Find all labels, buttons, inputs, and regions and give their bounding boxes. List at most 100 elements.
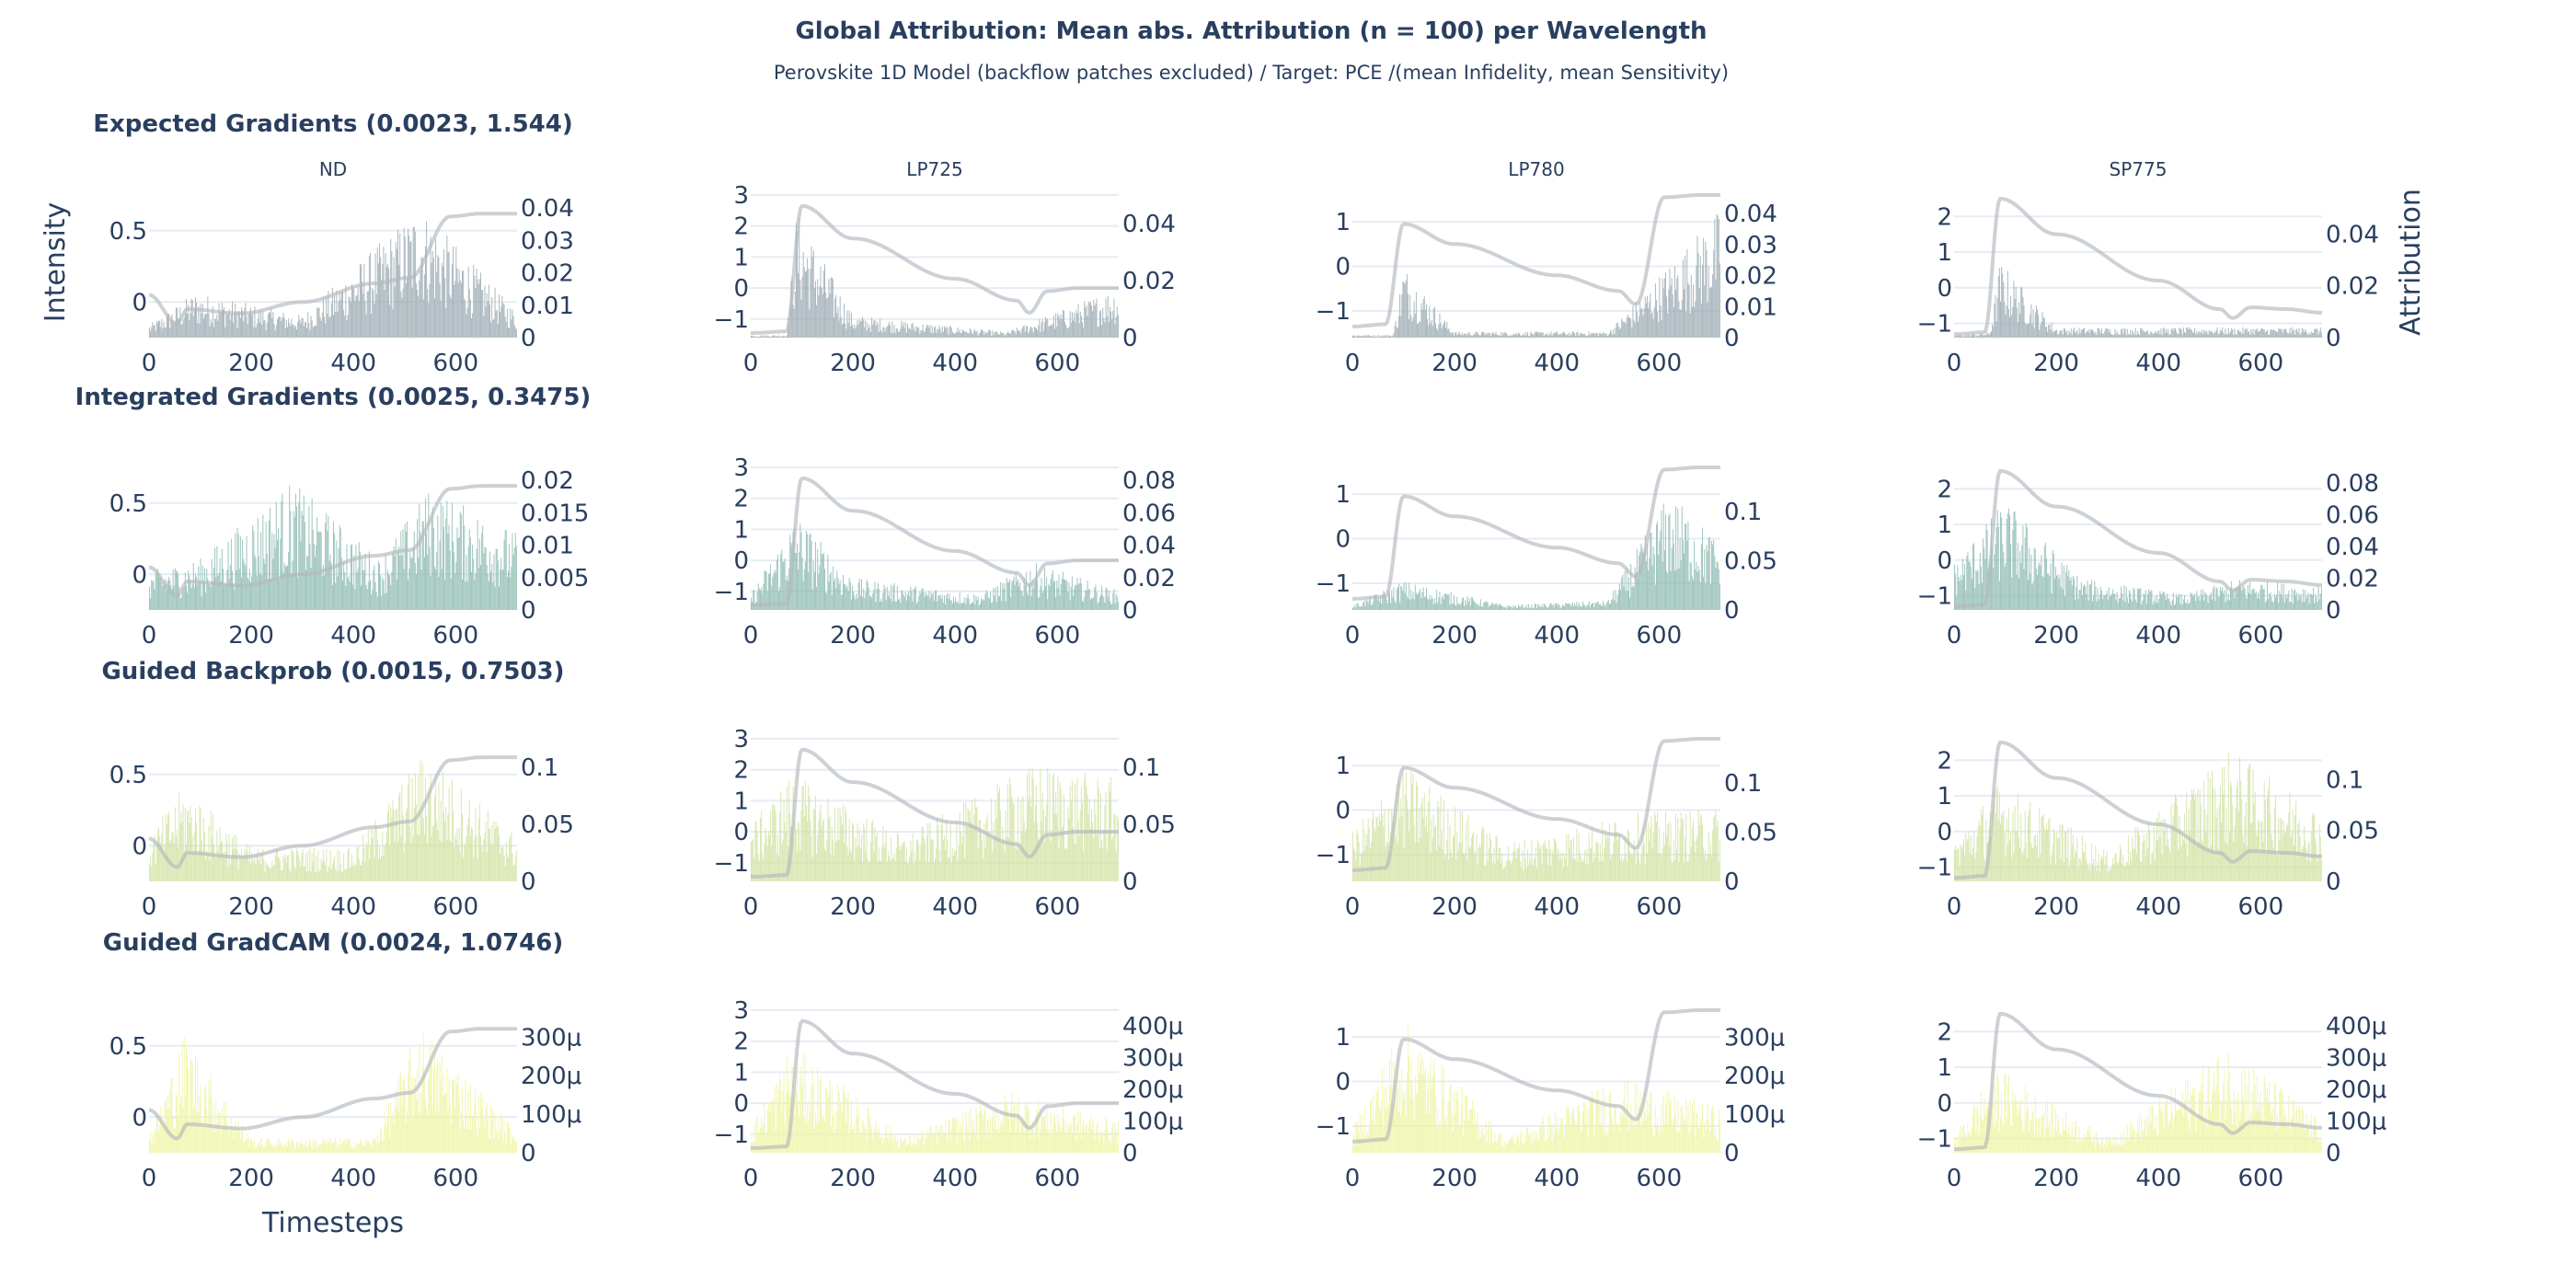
attribution-bar xyxy=(201,851,203,881)
attribution-bar xyxy=(930,332,932,338)
attribution-bar xyxy=(462,579,463,610)
attribution-bar xyxy=(201,839,202,881)
attribution-bar xyxy=(1018,330,1020,338)
attribution-bar xyxy=(1608,822,1610,881)
attribution-bar xyxy=(2056,329,2058,338)
attribution-bar xyxy=(1549,604,1551,610)
attribution-bar xyxy=(1474,854,1476,881)
attribution-bar xyxy=(1489,332,1490,338)
attribution-bar xyxy=(496,548,498,610)
attribution-bar xyxy=(2095,586,2097,610)
attribution-bar xyxy=(776,559,777,610)
attribution-bar xyxy=(929,598,931,610)
attribution-bar xyxy=(2059,824,2061,881)
attribution-bar xyxy=(837,808,839,881)
attribution-bar xyxy=(1052,581,1054,610)
attribution-bar xyxy=(1585,335,1587,338)
attribution-bar xyxy=(320,858,322,881)
attribution-bar xyxy=(2044,830,2046,881)
left-tick-label: 3 xyxy=(733,454,749,482)
attribution-bar xyxy=(1478,844,1480,881)
attribution-bar xyxy=(313,326,315,338)
attribution-bar xyxy=(201,596,202,610)
attribution-bar xyxy=(1548,605,1550,610)
attribution-bar xyxy=(1674,570,1675,610)
attribution-bar xyxy=(1399,603,1401,610)
attribution-bar xyxy=(1634,323,1636,338)
attribution-bar xyxy=(407,808,408,881)
attribution-bar xyxy=(1663,278,1665,338)
attribution-bar xyxy=(1501,853,1503,881)
attribution-bar xyxy=(2153,601,2155,610)
attribution-bar xyxy=(2018,302,2019,338)
attribution-bar xyxy=(1006,784,1008,881)
attribution-bar xyxy=(1972,545,1973,610)
attribution-bar xyxy=(284,565,286,610)
attribution-bar xyxy=(2184,332,2185,338)
attribution-bar xyxy=(947,328,949,338)
attribution-bar xyxy=(1565,334,1567,338)
attribution-bar xyxy=(2040,325,2041,338)
attribution-bar xyxy=(1432,598,1433,610)
attribution-bar xyxy=(960,333,961,338)
attribution-bar xyxy=(2273,329,2275,338)
attribution-bar xyxy=(1532,334,1534,338)
attribution-bar xyxy=(1642,553,1644,610)
x-tick-label: 200 xyxy=(830,622,876,650)
attribution-bar xyxy=(936,590,937,610)
attribution-bar xyxy=(987,832,989,881)
attribution-bar xyxy=(982,329,983,338)
left-tick-label: −1 xyxy=(1917,583,1952,611)
attribution-bar xyxy=(1469,605,1471,610)
attribution-bar xyxy=(811,246,812,338)
attribution-bar xyxy=(471,318,472,338)
attribution-bar xyxy=(494,287,496,338)
attribution-bar xyxy=(329,554,331,610)
attribution-bar xyxy=(499,1141,500,1153)
attribution-bar xyxy=(204,314,205,338)
attribution-bar xyxy=(474,579,476,610)
attribution-bar xyxy=(751,840,752,881)
attribution-bar xyxy=(447,533,449,610)
attribution-bar xyxy=(282,312,284,338)
attribution-bar xyxy=(1565,603,1567,610)
attribution-bar xyxy=(1520,335,1522,338)
attribution-bar xyxy=(1457,333,1459,338)
attribution-bar xyxy=(326,296,328,338)
attribution-bar xyxy=(2097,328,2099,338)
right-tick-label: 0 xyxy=(521,325,536,352)
attribution-bar xyxy=(1483,603,1485,610)
attribution-bar xyxy=(444,822,446,881)
attribution-bar xyxy=(767,831,769,881)
attribution-bar xyxy=(939,328,941,338)
attribution-bar xyxy=(296,329,297,338)
attribution-bar xyxy=(316,517,318,610)
attribution-bar xyxy=(1395,603,1397,610)
attribution-bar xyxy=(367,1142,369,1153)
attribution-bar xyxy=(1037,580,1039,610)
attribution-bar xyxy=(2182,599,2184,610)
attribution-bar xyxy=(158,574,159,610)
attribution-bar xyxy=(2084,852,2086,881)
attribution-bar xyxy=(1501,605,1503,610)
attribution-bar xyxy=(2317,334,2319,338)
attribution-bar xyxy=(1378,337,1380,338)
attribution-bar xyxy=(2142,329,2144,338)
attribution-bars xyxy=(149,1032,517,1153)
attribution-bar xyxy=(1006,331,1008,338)
attribution-bar xyxy=(2040,565,2041,610)
attribution-bar xyxy=(1399,819,1401,881)
attribution-bar xyxy=(1662,278,1663,338)
attribution-bar xyxy=(2152,334,2154,338)
attribution-bar xyxy=(302,515,304,610)
attribution-bar xyxy=(468,799,470,881)
attribution-bar xyxy=(1513,334,1515,338)
attribution-bar xyxy=(155,330,156,338)
attribution-bar xyxy=(2278,603,2280,610)
attribution-bar xyxy=(1687,522,1689,610)
attribution-bar xyxy=(920,329,922,338)
attribution-bar xyxy=(793,528,795,610)
attribution-bar xyxy=(315,326,316,338)
attribution-bar xyxy=(1696,236,1698,338)
attribution-bar xyxy=(1358,842,1360,881)
